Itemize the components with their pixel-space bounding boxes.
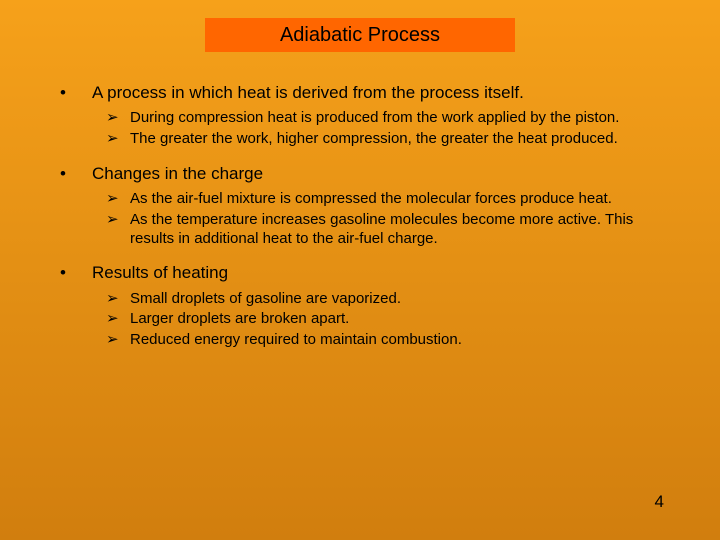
bullet-lvl2-text: As the temperature increases gasoline mo… xyxy=(130,211,670,249)
bullet-lvl1-text: Changes in the charge xyxy=(92,163,670,184)
arrow-bullet-icon: ➢ xyxy=(106,190,130,209)
arrow-bullet-icon: ➢ xyxy=(106,109,130,128)
bullet-lvl2-text: Reduced energy required to maintain comb… xyxy=(130,331,670,350)
bullet-lvl1: •Changes in the charge xyxy=(60,163,670,184)
bullet-dot-icon: • xyxy=(60,163,92,184)
bullet-lvl2: ➢Reduced energy required to maintain com… xyxy=(106,331,670,350)
bullet-lvl2-text: The greater the work, higher compression… xyxy=(130,130,670,149)
bullet-lvl2: ➢As the temperature increases gasoline m… xyxy=(106,211,670,249)
arrow-bullet-icon: ➢ xyxy=(106,211,130,230)
bullet-lvl2: ➢Small droplets of gasoline are vaporize… xyxy=(106,290,670,309)
bullet-dot-icon: • xyxy=(60,262,92,283)
arrow-bullet-icon: ➢ xyxy=(106,290,130,309)
bullet-lvl2: ➢Larger droplets are broken apart. xyxy=(106,310,670,329)
bullet-lvl2-text: Larger droplets are broken apart. xyxy=(130,310,670,329)
bullet-lvl2-text: During compression heat is produced from… xyxy=(130,109,670,128)
title-box: Adiabatic Process xyxy=(205,18,515,52)
bullet-lvl1-text: A process in which heat is derived from … xyxy=(92,82,670,103)
content-area: •A process in which heat is derived from… xyxy=(60,82,670,364)
arrow-bullet-icon: ➢ xyxy=(106,130,130,149)
bullet-lvl1: •Results of heating xyxy=(60,262,670,283)
bullet-lvl2: ➢As the air-fuel mixture is compressed t… xyxy=(106,190,670,209)
slide: Adiabatic Process •A process in which he… xyxy=(0,0,720,540)
bullet-lvl2-text: Small droplets of gasoline are vaporized… xyxy=(130,290,670,309)
bullet-lvl2: ➢The greater the work, higher compressio… xyxy=(106,130,670,149)
slide-title: Adiabatic Process xyxy=(280,24,440,46)
arrow-bullet-icon: ➢ xyxy=(106,331,130,350)
bullet-lvl2-text: As the air-fuel mixture is compressed th… xyxy=(130,190,670,209)
arrow-bullet-icon: ➢ xyxy=(106,310,130,329)
page-number: 4 xyxy=(624,492,664,512)
bullet-lvl1: •A process in which heat is derived from… xyxy=(60,82,670,103)
bullet-lvl2: ➢During compression heat is produced fro… xyxy=(106,109,670,128)
bullet-dot-icon: • xyxy=(60,82,92,103)
bullet-lvl1-text: Results of heating xyxy=(92,262,670,283)
